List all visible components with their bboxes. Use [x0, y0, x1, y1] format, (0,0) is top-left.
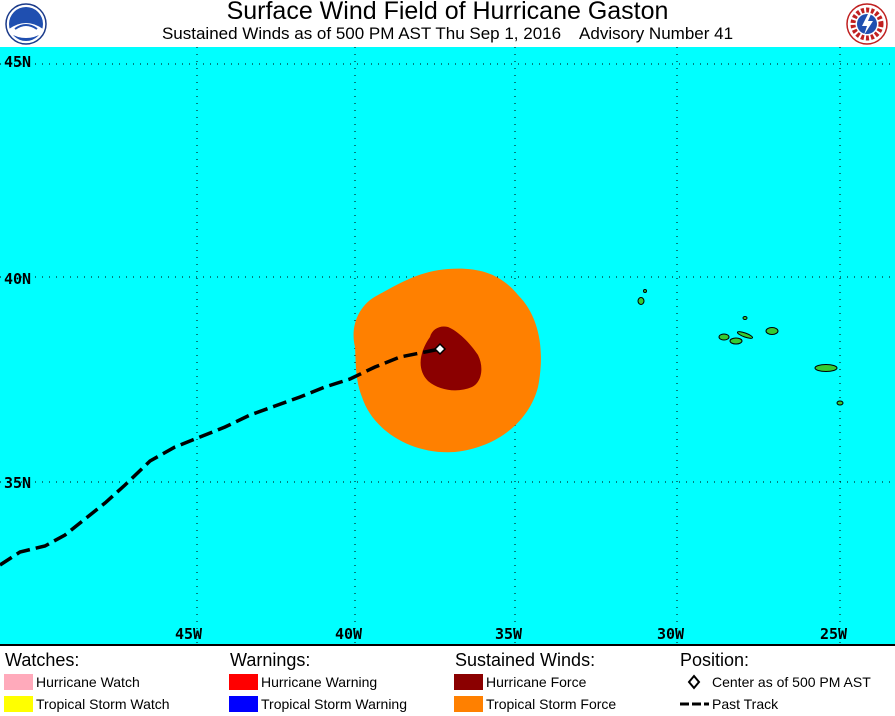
- lon-label-25w: 25W: [820, 625, 848, 643]
- legend: Watches: Hurricane Watch Tropical Storm …: [0, 644, 895, 716]
- legend-label: Hurricane Force: [486, 674, 587, 690]
- lon-label-40w: 40W: [335, 625, 363, 643]
- lon-label-35w: 35W: [495, 625, 523, 643]
- hurricane-warning-swatch: [229, 674, 258, 690]
- tropical-storm-force-swatch: [454, 696, 483, 712]
- map-title: Surface Wind Field of Hurricane Gaston: [226, 0, 669, 25]
- past-track: [0, 347, 441, 567]
- diamond-icon: [687, 674, 701, 690]
- dashed-line-icon: [680, 702, 709, 706]
- legend-winds-heading: Sustained Winds:: [455, 650, 596, 670]
- legend-label: Tropical Storm Watch: [36, 696, 170, 712]
- islands-azores: [637, 289, 844, 406]
- hurricane-force-swatch: [454, 674, 483, 690]
- legend-label: Past Track: [712, 696, 779, 712]
- nws-logo: [846, 3, 888, 45]
- hurricane-watch-swatch: [4, 674, 33, 690]
- legend-watches-heading: Watches:: [5, 650, 80, 670]
- grid-lines: [0, 47, 895, 644]
- header: Surface Wind Field of Hurricane Gaston S…: [0, 0, 895, 46]
- lat-label-40n: 40N: [4, 270, 31, 288]
- lon-label-30w: 30W: [657, 625, 685, 643]
- legend-label: Hurricane Warning: [261, 674, 378, 690]
- legend-label: Tropical Storm Force: [486, 696, 617, 712]
- legend-label: Center as of 500 PM AST: [712, 674, 871, 690]
- hurricane-map: 45N 40N 35N 45W 40W 35W 30W 25W: [0, 47, 895, 644]
- tropical-storm-watch-swatch: [4, 696, 33, 712]
- hurricane-force-wind-field: [420, 326, 482, 391]
- legend-warnings-heading: Warnings:: [230, 650, 311, 670]
- tropical-storm-warning-swatch: [229, 696, 258, 712]
- map-subtitle: Sustained Winds as of 500 PM AST Thu Sep…: [161, 24, 734, 43]
- lat-label-45n: 45N: [4, 53, 31, 71]
- storm-center-icon: [433, 342, 447, 356]
- lon-label-45w: 45W: [175, 625, 203, 643]
- noaa-logo: [5, 3, 47, 45]
- legend-label: Hurricane Watch: [36, 674, 140, 690]
- legend-position-heading: Position:: [680, 650, 750, 670]
- legend-label: Tropical Storm Warning: [261, 696, 408, 712]
- lat-label-35n: 35N: [4, 474, 31, 492]
